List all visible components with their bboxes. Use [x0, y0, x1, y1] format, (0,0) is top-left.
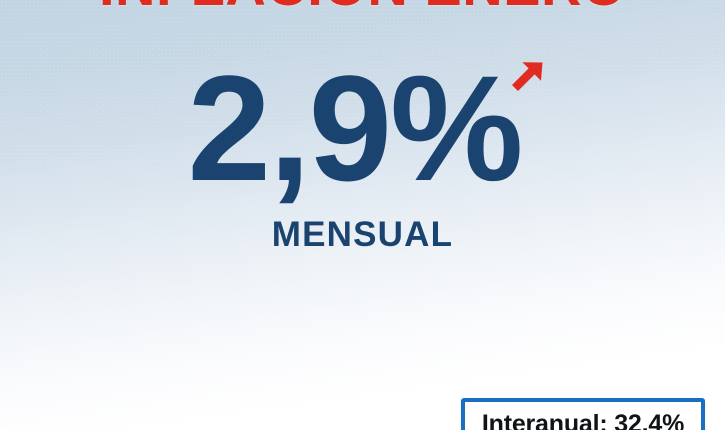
- headline-figure-row: 2,9%: [0, 44, 725, 212]
- page-title: INFLACIÓN ENERO: [0, 0, 725, 16]
- arrow-up-right-icon: [507, 58, 547, 98]
- period-label: MENSUAL: [271, 215, 454, 254]
- yearly-inflation-callout: Interanual: 32,4%: [461, 398, 705, 430]
- yearly-inflation-text: Interanual: 32,4%: [481, 410, 685, 430]
- inflation-value: 2,9%: [187, 44, 524, 212]
